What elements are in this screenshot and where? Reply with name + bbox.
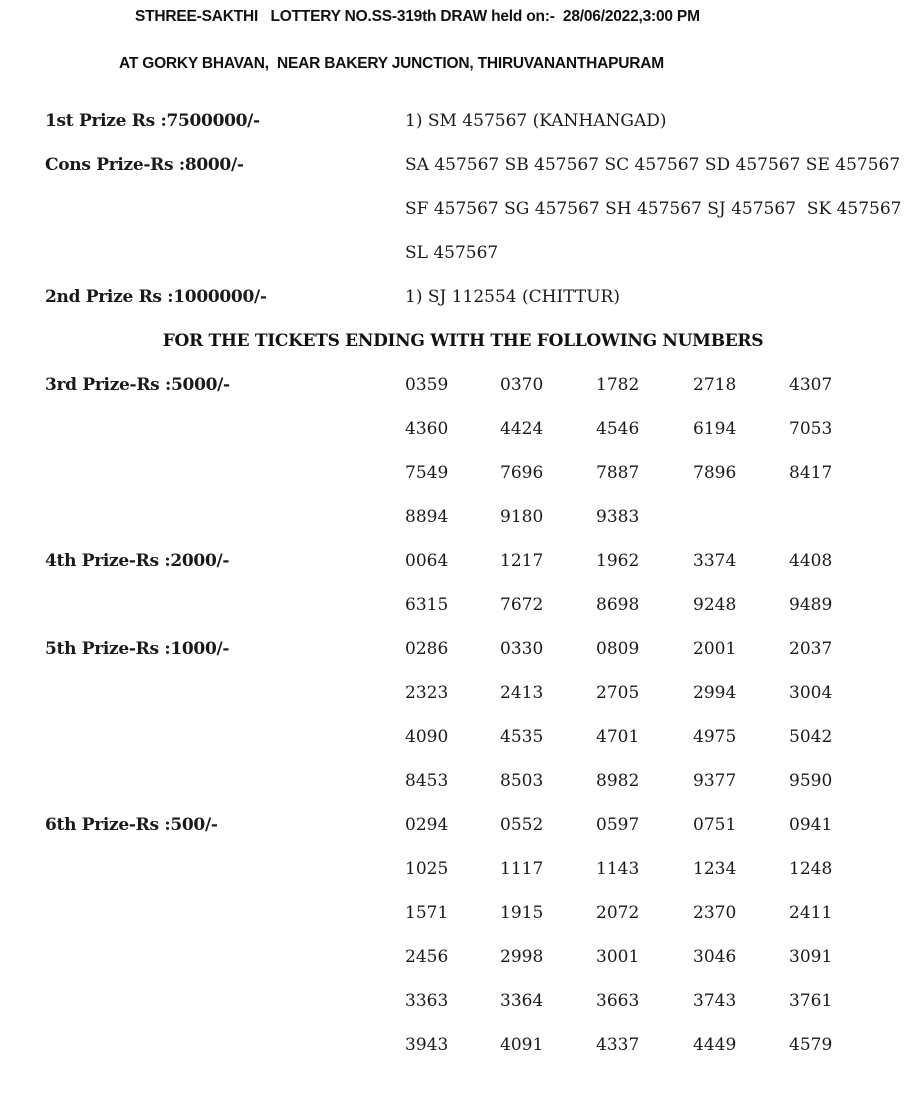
winning-ticket-line: 1) SJ 112554 (CHITTUR) bbox=[405, 287, 620, 307]
prize-label: Cons Prize-Rs :8000/- bbox=[45, 155, 244, 175]
winning-number: 0294 bbox=[405, 815, 449, 835]
winning-number: 7887 bbox=[596, 463, 640, 483]
winning-number: 4579 bbox=[789, 1035, 833, 1055]
prize-label: 3rd Prize-Rs :5000/- bbox=[45, 375, 230, 395]
winning-number: 3364 bbox=[500, 991, 544, 1011]
winning-number: 8982 bbox=[596, 771, 640, 791]
winning-number: 4449 bbox=[693, 1035, 737, 1055]
winning-number: 4337 bbox=[596, 1035, 640, 1055]
winning-number: 3743 bbox=[693, 991, 737, 1011]
winning-number: 9383 bbox=[596, 507, 640, 527]
winning-number: 0751 bbox=[693, 815, 737, 835]
winning-number: 4307 bbox=[789, 375, 833, 395]
winning-number: 8894 bbox=[405, 507, 449, 527]
winning-number: 0552 bbox=[500, 815, 544, 835]
winning-number: 2456 bbox=[405, 947, 449, 967]
winning-number: 4424 bbox=[500, 419, 544, 439]
prize-label: 6th Prize-Rs :500/- bbox=[45, 815, 218, 835]
winning-number: 0330 bbox=[500, 639, 544, 659]
winning-number: 2705 bbox=[596, 683, 640, 703]
winning-number: 8453 bbox=[405, 771, 449, 791]
winning-number: 4546 bbox=[596, 419, 640, 439]
winning-number: 1248 bbox=[789, 859, 833, 879]
winning-number: 2998 bbox=[500, 947, 544, 967]
prize-label: 4th Prize-Rs :2000/- bbox=[45, 551, 230, 571]
winning-number: 4360 bbox=[405, 419, 449, 439]
winning-number: 1571 bbox=[405, 903, 449, 923]
winning-number: 2994 bbox=[693, 683, 737, 703]
winning-number: 1143 bbox=[596, 859, 640, 879]
winning-number: 3363 bbox=[405, 991, 449, 1011]
winning-number: 6194 bbox=[693, 419, 737, 439]
winning-number: 0286 bbox=[405, 639, 449, 659]
prize-label: 2nd Prize Rs :1000000/- bbox=[45, 287, 267, 307]
winning-number: 3943 bbox=[405, 1035, 449, 1055]
winning-number: 0809 bbox=[596, 639, 640, 659]
winning-number: 2370 bbox=[693, 903, 737, 923]
winning-number: 8698 bbox=[596, 595, 640, 615]
winning-number: 7672 bbox=[500, 595, 544, 615]
winning-number: 4975 bbox=[693, 727, 737, 747]
winning-number: 3004 bbox=[789, 683, 833, 703]
winning-ticket-line: 1) SM 457567 (KANHANGAD) bbox=[405, 111, 667, 131]
winning-number: 1234 bbox=[693, 859, 737, 879]
winning-number: 2718 bbox=[693, 375, 737, 395]
winning-number: 2072 bbox=[596, 903, 640, 923]
winning-number: 2413 bbox=[500, 683, 544, 703]
winning-number: 2037 bbox=[789, 639, 833, 659]
ending-numbers-notice: FOR THE TICKETS ENDING WITH THE FOLLOWIN… bbox=[162, 331, 764, 351]
winning-number: 9180 bbox=[500, 507, 544, 527]
winning-ticket-line: SF 457567 SG 457567 SH 457567 SJ 457567 … bbox=[405, 199, 902, 219]
winning-number: 0064 bbox=[405, 551, 449, 571]
winning-number: 4090 bbox=[405, 727, 449, 747]
winning-number: 2323 bbox=[405, 683, 449, 703]
winning-number: 1217 bbox=[500, 551, 544, 571]
winning-number: 9248 bbox=[693, 595, 737, 615]
winning-number: 9590 bbox=[789, 771, 833, 791]
winning-number: 9377 bbox=[693, 771, 737, 791]
prize-label: 5th Prize-Rs :1000/- bbox=[45, 639, 230, 659]
winning-number: 4091 bbox=[500, 1035, 544, 1055]
winning-number: 3001 bbox=[596, 947, 640, 967]
winning-number: 7896 bbox=[693, 463, 737, 483]
winning-number: 7053 bbox=[789, 419, 833, 439]
winning-number: 8503 bbox=[500, 771, 544, 791]
winning-number: 9489 bbox=[789, 595, 833, 615]
winning-number: 1117 bbox=[500, 859, 544, 879]
prize-label: 1st Prize Rs :7500000/- bbox=[45, 111, 260, 131]
winning-number: 4701 bbox=[596, 727, 640, 747]
winning-number: 6315 bbox=[405, 595, 449, 615]
winning-number: 0370 bbox=[500, 375, 544, 395]
winning-number: 3663 bbox=[596, 991, 640, 1011]
draw-title: STHREE-SAKTHI LOTTERY NO.SS-319th DRAW h… bbox=[135, 8, 700, 25]
winning-number: 4408 bbox=[789, 551, 833, 571]
winning-ticket-line: SL 457567 bbox=[405, 243, 499, 263]
winning-number: 1915 bbox=[500, 903, 544, 923]
winning-number: 7549 bbox=[405, 463, 449, 483]
winning-number: 2411 bbox=[789, 903, 833, 923]
winning-number: 2001 bbox=[693, 639, 737, 659]
winning-number: 3091 bbox=[789, 947, 833, 967]
winning-number: 7696 bbox=[500, 463, 544, 483]
winning-number: 8417 bbox=[789, 463, 833, 483]
winning-number: 5042 bbox=[789, 727, 833, 747]
winning-ticket-line: SA 457567 SB 457567 SC 457567 SD 457567 … bbox=[405, 155, 901, 175]
draw-venue: AT GORKY BHAVAN, NEAR BAKERY JUNCTION, T… bbox=[119, 55, 664, 72]
winning-number: 0597 bbox=[596, 815, 640, 835]
winning-number: 1025 bbox=[405, 859, 449, 879]
winning-number: 1962 bbox=[596, 551, 640, 571]
winning-number: 3761 bbox=[789, 991, 833, 1011]
winning-number: 0941 bbox=[789, 815, 833, 835]
winning-number: 3046 bbox=[693, 947, 737, 967]
winning-number: 0359 bbox=[405, 375, 449, 395]
winning-number: 1782 bbox=[596, 375, 640, 395]
winning-number: 4535 bbox=[500, 727, 544, 747]
winning-number: 3374 bbox=[693, 551, 737, 571]
